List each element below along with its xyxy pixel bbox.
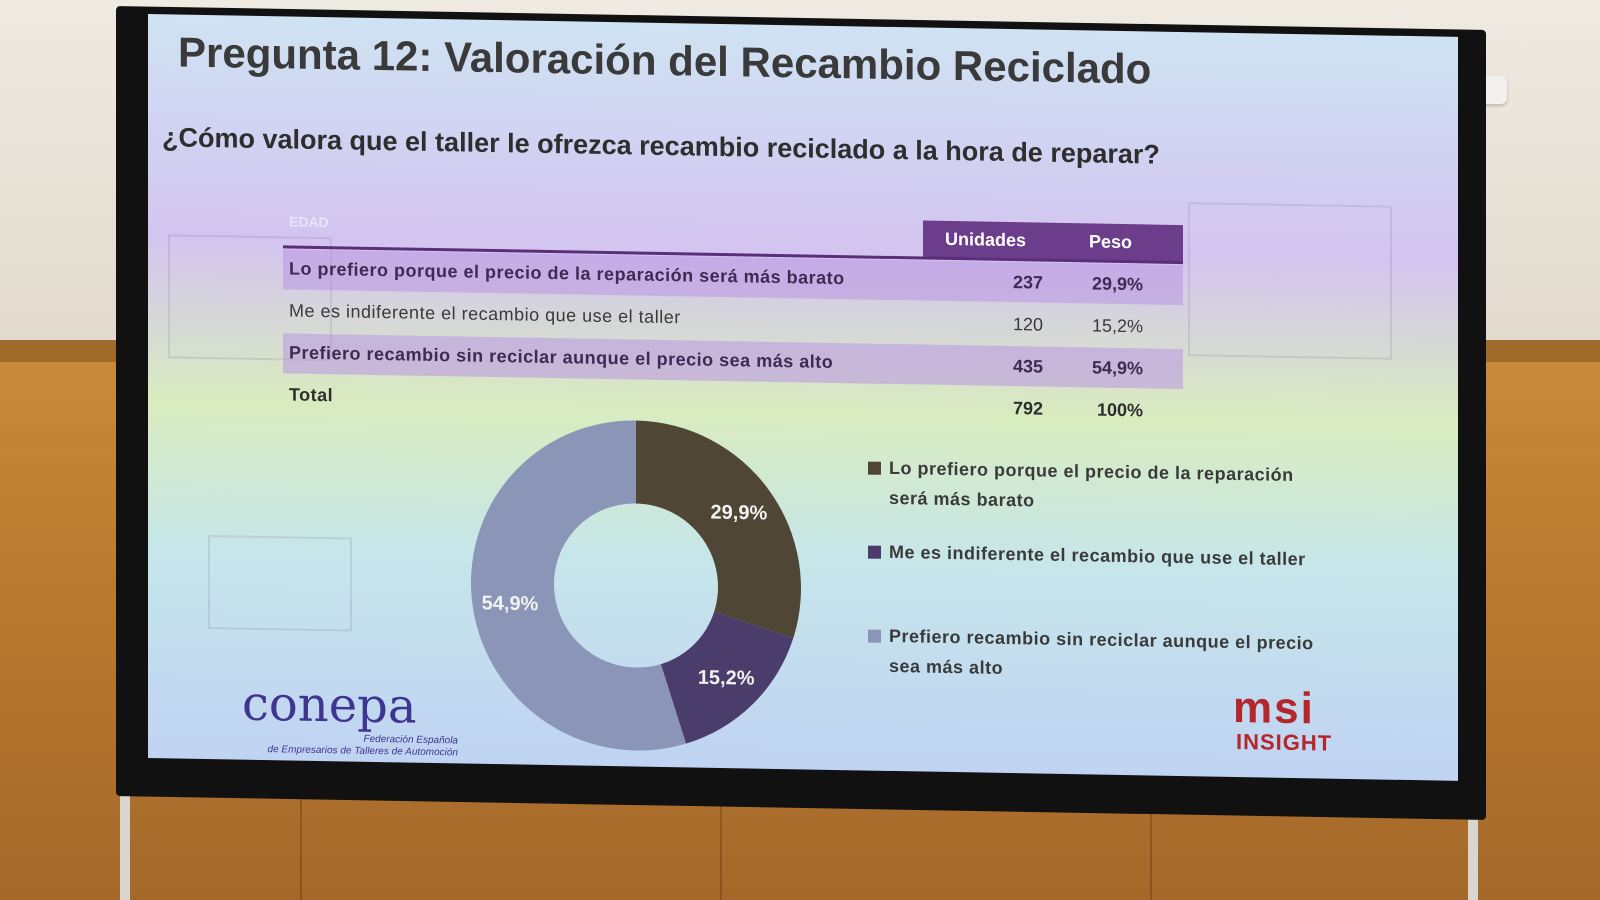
slide-title: Pregunta 12: Valoración del Recambio Rec… <box>178 28 1152 93</box>
total-weight: 100% <box>1096 399 1143 421</box>
slide-subtitle: ¿Cómo valora que el taller le ofrezca re… <box>162 122 1160 170</box>
conepa-subtitle-line: de Empresarios de Talleres de Automoción <box>267 744 458 759</box>
row-label: Prefiero recambio sin reciclar aunque el… <box>289 342 834 372</box>
row-units: 435 <box>1012 356 1043 377</box>
chart-legend: Lo prefiero porque el precio de la repar… <box>868 453 1348 678</box>
legend-entry-line: Me es indiferente el recambio que use el… <box>868 537 1338 575</box>
legend-swatch <box>868 629 881 643</box>
table-corner-label: EDAD <box>289 213 329 231</box>
donut-chart: 29,9% 15,2% 54,9% <box>471 420 801 751</box>
legend-label: sea más alto <box>889 655 1004 678</box>
screen-stand-leg <box>120 780 130 900</box>
donut-data-label: 54,9% <box>482 592 539 615</box>
header-units: Unidades <box>945 228 1027 251</box>
legend-label: Me es indiferente el recambio que use el… <box>889 541 1306 570</box>
screen-stand-leg <box>1468 780 1478 900</box>
results-table: EDAD Unidades Peso Lo prefiero porque el… <box>283 209 1183 420</box>
row-weight: 29,9% <box>1091 273 1143 295</box>
legend-entry: Lo prefiero porque el precio de la repar… <box>868 453 1338 521</box>
row-label: Me es indiferente el recambio que use el… <box>289 300 681 328</box>
header-weight: Peso <box>1089 231 1133 253</box>
legend-label: será más barato <box>889 487 1035 511</box>
row-weight: 15,2% <box>1091 315 1143 337</box>
background-illustration <box>208 535 352 632</box>
row-units: 237 <box>1012 272 1043 293</box>
row-units: 120 <box>1012 314 1043 335</box>
conepa-logo-subtitle: Federación Española de Empresarios de Ta… <box>248 732 458 760</box>
projected-slide: Pregunta 12: Valoración del Recambio Rec… <box>148 14 1458 781</box>
legend-entry: Prefiero recambio sin reciclar aunque el… <box>868 621 1338 689</box>
donut-slice <box>636 420 801 639</box>
donut-slice <box>660 611 794 744</box>
legend-swatch <box>868 545 881 559</box>
msi-insight-label: INSIGHT <box>1236 728 1333 756</box>
donut-slice <box>471 420 687 751</box>
total-label: Total <box>289 384 334 406</box>
row-label: Lo prefiero porque el precio de la repar… <box>289 258 845 289</box>
legend-swatch <box>868 461 881 475</box>
row-weight: 54,9% <box>1091 357 1143 379</box>
legend-label: Lo prefiero porque el precio de la repar… <box>889 457 1294 485</box>
msi-logo: msi <box>1233 682 1315 734</box>
donut-data-label: 15,2% <box>698 667 755 690</box>
background-illustration <box>1188 202 1392 360</box>
total-units: 792 <box>1012 398 1043 419</box>
legend-label: Prefiero recambio sin reciclar aunque el… <box>889 625 1314 654</box>
conepa-logo: conepa <box>242 675 417 735</box>
legend-entry: Me es indiferente el recambio que use el… <box>868 537 1338 575</box>
donut-data-label: 29,9% <box>711 502 768 525</box>
